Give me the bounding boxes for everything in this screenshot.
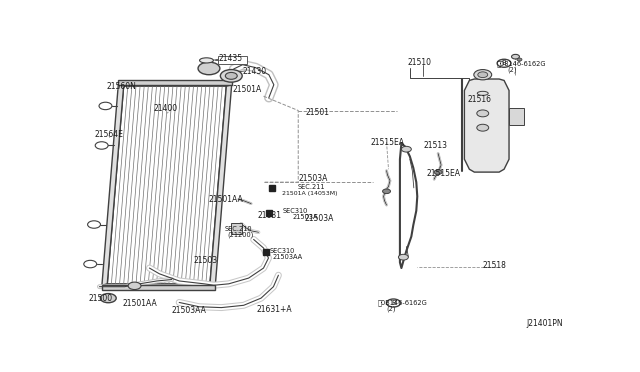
Text: SEC.211: SEC.211 (297, 184, 324, 190)
Text: SEC310: SEC310 (269, 248, 295, 254)
Circle shape (225, 73, 237, 79)
Text: 21400: 21400 (154, 104, 177, 113)
Text: (21200): (21200) (228, 231, 254, 237)
Circle shape (477, 124, 489, 131)
Text: 21503AA: 21503AA (273, 254, 303, 260)
Text: 21500: 21500 (89, 294, 113, 303)
Circle shape (478, 72, 488, 78)
Circle shape (399, 254, 408, 260)
Text: (2): (2) (387, 305, 396, 312)
Text: 21501: 21501 (306, 108, 330, 117)
Circle shape (517, 58, 522, 61)
Text: 21510: 21510 (408, 58, 431, 67)
Text: B: B (391, 300, 396, 306)
Ellipse shape (477, 92, 488, 95)
Text: 21515EA: 21515EA (426, 169, 460, 178)
Text: J21401PN: J21401PN (527, 320, 563, 328)
Text: 21501A (14053M): 21501A (14053M) (282, 191, 338, 196)
Text: 21501A: 21501A (233, 84, 262, 93)
Text: 21503A: 21503A (298, 174, 328, 183)
Text: 21513: 21513 (423, 141, 447, 150)
Text: SEC310: SEC310 (282, 208, 308, 214)
Text: 21560N: 21560N (106, 82, 136, 91)
Polygon shape (509, 108, 524, 125)
Polygon shape (118, 80, 232, 85)
Text: 21503AA: 21503AA (172, 306, 207, 315)
Text: 21631: 21631 (257, 211, 281, 219)
Bar (231, 223, 242, 234)
Polygon shape (102, 85, 124, 285)
Circle shape (511, 54, 520, 59)
Text: Ⓑ0B146-6162G: Ⓑ0B146-6162G (378, 300, 428, 306)
Text: 21518: 21518 (483, 261, 507, 270)
Polygon shape (465, 79, 509, 172)
Circle shape (220, 70, 242, 82)
Text: (2): (2) (508, 67, 517, 73)
Text: B: B (502, 60, 506, 66)
Polygon shape (108, 86, 227, 284)
Polygon shape (210, 85, 232, 285)
Circle shape (383, 189, 390, 193)
Text: Ⓑ08146-6162G: Ⓑ08146-6162G (497, 61, 546, 67)
Text: 21564E: 21564E (95, 129, 124, 138)
Text: 21515EA: 21515EA (370, 138, 404, 147)
FancyBboxPatch shape (218, 56, 247, 64)
Text: 21501AA: 21501AA (209, 195, 244, 204)
Text: 21516: 21516 (468, 95, 492, 104)
Polygon shape (102, 285, 215, 290)
Circle shape (100, 294, 116, 303)
Circle shape (401, 146, 412, 152)
Text: 21501AA: 21501AA (122, 298, 157, 308)
Circle shape (477, 110, 489, 117)
Text: SEC.210: SEC.210 (225, 225, 252, 231)
Circle shape (198, 62, 220, 75)
Text: 21503A: 21503A (304, 214, 333, 223)
Text: 21503: 21503 (193, 256, 217, 264)
Circle shape (128, 282, 141, 289)
Text: 21430: 21430 (243, 67, 267, 76)
Text: 21503A: 21503A (292, 214, 318, 220)
Circle shape (474, 70, 492, 80)
Text: 21631+A: 21631+A (256, 305, 292, 314)
Text: 21435: 21435 (219, 54, 243, 64)
Circle shape (434, 170, 442, 174)
Ellipse shape (200, 58, 213, 63)
